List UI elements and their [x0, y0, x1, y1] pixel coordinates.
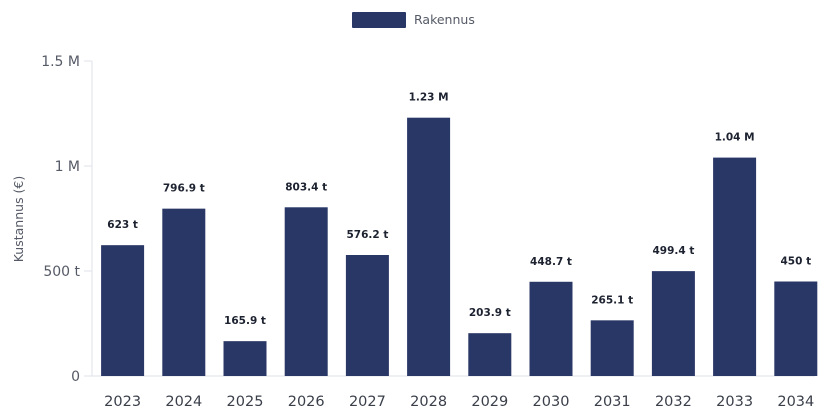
- legend-swatch: [352, 12, 406, 28]
- y-tick-label: 1 M: [55, 159, 80, 175]
- data-label-2033: 1.04 M: [715, 132, 755, 144]
- x-tick-label-2023: 2023: [104, 394, 141, 408]
- bar-2027[interactable]: [345, 254, 389, 376]
- x-tick-group: 2023 2024 2025 2026 2027 2028 2029 2030 2031 2032…: [104, 394, 814, 408]
- bar-2031[interactable]: [590, 320, 634, 376]
- data-label-2028: 1.23 M: [409, 92, 449, 104]
- x-tick-label-2027: 2027: [349, 394, 386, 408]
- bar-2025[interactable]: [223, 341, 267, 376]
- data-label-2030: 448.7 t: [530, 256, 572, 268]
- x-tick-label-2029: 2029: [471, 394, 508, 408]
- bar-2032[interactable]: [651, 271, 695, 376]
- data-label-2029: 203.9 t: [469, 307, 511, 319]
- bar-2030[interactable]: [529, 281, 573, 376]
- bar-group: [101, 117, 818, 377]
- bar-2034[interactable]: [774, 281, 818, 377]
- x-tick-label-2032: 2032: [655, 394, 692, 408]
- bar-2023[interactable]: [101, 245, 145, 376]
- data-label-2023: 623 t: [107, 219, 138, 231]
- data-label-2034: 450 t: [781, 256, 812, 268]
- y-tick-label: 1.5 M: [41, 54, 80, 70]
- data-label-2032: 499.4 t: [652, 245, 694, 257]
- x-tick-label-2024: 2024: [165, 394, 202, 408]
- x-tick-label-2034: 2034: [777, 394, 814, 408]
- legend[interactable]: Rakennus: [352, 12, 475, 28]
- data-label-2025: 165.9 t: [224, 315, 266, 327]
- data-label-group: 623 t 796.9 t 165.9 t 803.4 t 576.2 t 1.23 M 2…: [107, 92, 811, 327]
- x-tick-label-2031: 2031: [594, 394, 631, 408]
- y-tick-group: 0 500 t 1 M 1.5 M: [41, 54, 92, 385]
- data-label-2027: 576.2 t: [346, 229, 388, 241]
- y-tick-label: 0: [71, 369, 80, 385]
- bar-2028[interactable]: [407, 117, 451, 376]
- x-tick-label-2026: 2026: [288, 394, 325, 408]
- bar-2026[interactable]: [284, 207, 328, 376]
- bar-2029[interactable]: [468, 333, 512, 376]
- legend-label: Rakennus: [414, 12, 475, 27]
- bar-2024[interactable]: [162, 208, 206, 376]
- x-tick-label-2033: 2033: [716, 394, 753, 408]
- data-label-2031: 265.1 t: [591, 294, 633, 306]
- x-tick-label-2025: 2025: [227, 394, 264, 408]
- data-label-2024: 796.9 t: [163, 183, 205, 195]
- y-axis-title: Kustannus (€): [11, 176, 26, 263]
- x-tick-label-2030: 2030: [533, 394, 570, 408]
- y-tick-label: 500 t: [43, 264, 80, 280]
- x-tick-label-2028: 2028: [410, 394, 447, 408]
- bar-2033[interactable]: [713, 157, 757, 376]
- data-label-2026: 803.4 t: [285, 181, 327, 193]
